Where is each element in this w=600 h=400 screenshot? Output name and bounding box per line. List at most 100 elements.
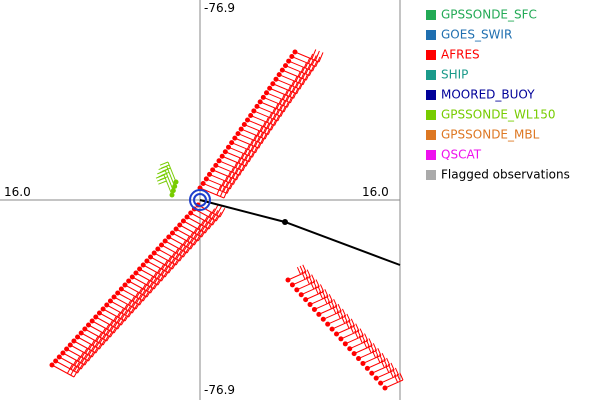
barb-tick: [315, 279, 320, 287]
track-line: [199, 199, 401, 266]
barb-point: [60, 350, 66, 356]
barb-tick: [165, 262, 171, 272]
barb-tick: [85, 344, 91, 354]
barb-tick: [125, 306, 131, 316]
barb-point: [378, 380, 384, 386]
barb-point: [137, 266, 143, 272]
barb-point: [316, 311, 322, 317]
barb-tick: [95, 343, 102, 354]
barb-tick: [158, 264, 164, 274]
barb-tick: [158, 180, 167, 185]
barb-tick: [70, 360, 77, 370]
barb-point: [382, 385, 388, 391]
barb-tick: [77, 352, 84, 362]
barb-tick: [386, 357, 391, 366]
barb-tick: [132, 298, 138, 308]
barb-tick: [157, 270, 164, 280]
barb-tick: [161, 164, 170, 169]
barb-tick: [176, 244, 183, 254]
barb-staff: [153, 252, 177, 266]
barb-staff: [161, 244, 184, 258]
barb-point: [238, 126, 244, 132]
barb-point: [170, 188, 176, 194]
barb-staff: [278, 74, 304, 86]
legend-swatch: [426, 70, 436, 80]
legend-swatch: [426, 10, 436, 20]
barb-point: [356, 356, 362, 362]
barb-staff: [288, 60, 313, 72]
barb-tick: [355, 323, 360, 332]
barb-point: [155, 246, 161, 252]
barb-point: [226, 144, 231, 150]
barb-tick: [385, 365, 390, 373]
barb-point: [285, 277, 291, 283]
barb-point: [270, 81, 276, 87]
barb-tick: [299, 265, 304, 274]
barb-tick: [73, 367, 80, 378]
barb-tick: [190, 234, 197, 244]
barb-tick: [205, 218, 211, 228]
barb-staff: [375, 369, 395, 379]
barb-tick: [136, 288, 142, 298]
barb-tick: [304, 270, 309, 279]
barb-point: [89, 318, 95, 324]
legend-swatch: [426, 110, 436, 120]
barb-tick: [139, 284, 146, 294]
barb-tick: [99, 339, 105, 350]
barb-tick: [209, 208, 215, 218]
barb-point: [169, 230, 175, 236]
barb-tick: [333, 298, 338, 307]
barb-tick: [328, 294, 333, 302]
barb-point: [286, 58, 292, 64]
barb-tick: [150, 272, 157, 282]
barb-tick: [346, 313, 351, 322]
barb-point: [115, 290, 121, 296]
barb-tick: [314, 286, 319, 295]
barb-point: [93, 314, 99, 320]
barb-staff: [250, 115, 275, 126]
barb-tick: [88, 340, 95, 350]
barb-tick: [154, 268, 161, 278]
barb-point: [172, 183, 178, 189]
barb-tick: [379, 354, 384, 362]
barb-point: [279, 67, 285, 73]
barb-tick: [327, 301, 332, 309]
barb-staff: [269, 87, 294, 99]
barb-tick: [121, 315, 127, 326]
barb-tick: [147, 276, 153, 286]
barb-point: [347, 346, 353, 352]
barb-tick: [91, 347, 98, 358]
barb-point: [245, 117, 250, 123]
barb-tick: [160, 171, 170, 176]
barb-tick: [110, 322, 117, 332]
barb-tick: [212, 204, 219, 214]
barb-tick: [205, 212, 212, 222]
barb-tick: [164, 267, 171, 278]
barb-tick: [139, 290, 146, 300]
barb-point: [283, 63, 288, 69]
barb-point: [118, 286, 124, 292]
barb-tick: [318, 52, 324, 63]
right-label: 16.0: [362, 185, 389, 199]
barb-staff: [362, 354, 382, 364]
barb-tick: [117, 319, 124, 330]
barb-tick: [314, 50, 320, 61]
barb-point: [126, 278, 132, 284]
barb-tick: [336, 311, 341, 319]
legend-label: MOORED_BUOY: [441, 88, 535, 102]
barb-tick: [118, 308, 124, 318]
barb-tick: [70, 366, 76, 376]
barb-point: [107, 298, 113, 304]
barb-point: [360, 360, 366, 366]
barb-tick: [77, 358, 84, 368]
barb-tick: [146, 287, 153, 298]
barb-tick: [157, 275, 164, 286]
barb-tick: [92, 336, 99, 346]
barb-tick: [208, 214, 215, 224]
barb-tick: [383, 359, 388, 367]
barb-point: [351, 351, 357, 357]
barb-point: [111, 294, 117, 300]
barb-point: [298, 292, 304, 298]
barb-point: [67, 342, 73, 348]
barb-point: [180, 218, 186, 224]
